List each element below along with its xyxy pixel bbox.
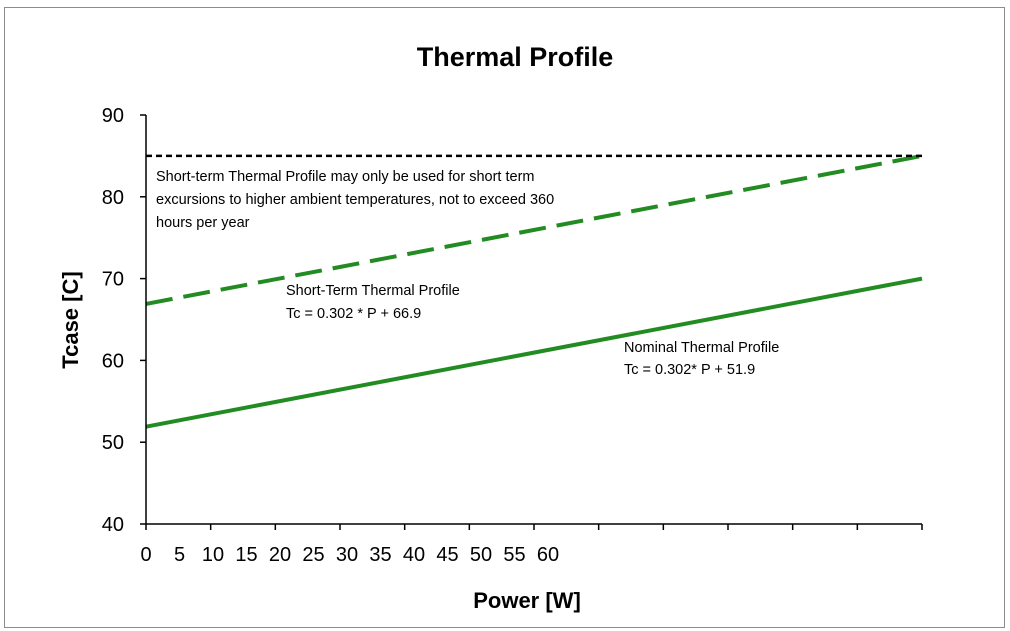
x-tick-label: 20	[269, 544, 291, 566]
x-tick-label: 25	[302, 544, 324, 566]
short-term-series-label: Short-Term Thermal Profile	[286, 283, 460, 299]
x-tick-label: 10	[202, 544, 224, 566]
x-tick-label: 0	[140, 544, 151, 566]
x-axis-tick-labels: 0 5 10 15 20 25 30 35 40 45 50 55 60	[140, 544, 559, 566]
x-tick-label: 35	[369, 544, 391, 566]
y-tick-label: 40	[102, 514, 124, 536]
x-tick-label: 60	[537, 544, 559, 566]
short-term-profile-line	[145, 153, 923, 306]
y-axis-label: Tcase [C]	[58, 271, 83, 368]
limit-note-line-2: excursions to higher ambient temperature…	[156, 192, 554, 208]
x-tick-label: 5	[174, 544, 185, 566]
x-axis-label: Power [W]	[473, 588, 581, 613]
y-tick-label: 60	[102, 350, 124, 372]
nominal-profile-line	[145, 276, 923, 429]
nominal-equation: Tc = 0.302* P + 51.9	[624, 362, 755, 378]
x-tick-label: 40	[403, 544, 425, 566]
y-tick-label: 70	[102, 269, 124, 291]
nominal-series-label: Nominal Thermal Profile	[624, 340, 779, 356]
series-layer	[145, 153, 923, 429]
limit-note-line-3: hours per year	[156, 215, 250, 231]
x-axis-ticks	[145, 524, 923, 530]
x-tick-label: 30	[336, 544, 358, 566]
short-term-equation: Tc = 0.302 * P + 66.9	[286, 306, 421, 322]
limit-note-line-1: Short-term Thermal Profile may only be u…	[156, 169, 534, 185]
chart-title: Thermal Profile	[417, 42, 614, 72]
x-tick-label: 15	[235, 544, 257, 566]
y-axis-ticks: 40 50 60 70 80 90	[102, 105, 146, 536]
x-tick-label: 50	[470, 544, 492, 566]
x-tick-label: 55	[503, 544, 525, 566]
y-tick-label: 90	[102, 105, 124, 127]
y-tick-label: 50	[102, 432, 124, 454]
x-tick-label: 45	[436, 544, 458, 566]
y-tick-label: 80	[102, 187, 124, 209]
